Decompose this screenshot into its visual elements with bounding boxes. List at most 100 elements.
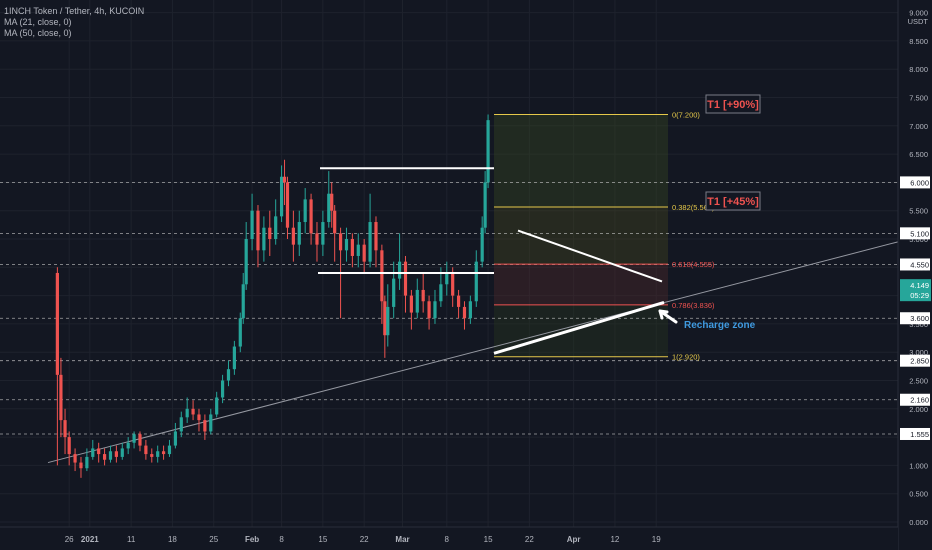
target-45-label: T1 [+45%]: [707, 196, 759, 208]
candle-body: [456, 295, 461, 307]
candle-body: [203, 420, 207, 432]
candle-body: [256, 210, 260, 251]
symbol-title[interactable]: 1INCH Token / Tether, 4h, KUCOIN: [4, 6, 145, 16]
candle-body: [285, 182, 290, 228]
level-tag-label: 5.100: [910, 229, 929, 238]
level-tag-label: 4.550: [910, 260, 929, 269]
candle-body: [232, 346, 236, 370]
fib-label-0: 0(7.200): [672, 110, 700, 119]
candle-body: [282, 176, 287, 183]
candle-body: [368, 222, 372, 262]
candle-body: [79, 462, 83, 469]
level-tag-6.000: [900, 176, 930, 189]
candle-body: [486, 120, 490, 183]
candle-body: [315, 233, 319, 245]
candle-body: [480, 227, 484, 262]
candle-body: [274, 216, 278, 239]
candle-body: [297, 222, 301, 245]
candle-body: [150, 454, 154, 457]
long-trendline: [47, 241, 899, 464]
candle-body: [238, 318, 242, 347]
price-tick-label: 7.500: [909, 94, 928, 103]
candle-body: [138, 434, 142, 446]
current-price-countdown: 05:29: [910, 291, 929, 300]
candle-body: [330, 193, 334, 211]
candle-body: [132, 434, 136, 443]
candle-body: [209, 414, 213, 432]
time-tick-label: 11: [127, 535, 136, 544]
candle-body: [59, 374, 63, 421]
level-tag-2.160: [900, 393, 930, 406]
fib-label-0.382: 0.382(5.565): [672, 203, 715, 212]
fib-zone-red: [494, 264, 668, 305]
candle-body: [268, 227, 272, 239]
candle-body: [433, 301, 437, 319]
candle-body: [161, 451, 166, 455]
candle-body: [451, 272, 455, 296]
price-axis: [898, 0, 932, 550]
price-tick-label: 9.000: [909, 9, 928, 18]
candle-body: [279, 176, 284, 217]
price-tick-label: 3.000: [909, 348, 928, 357]
ma50-indicator[interactable]: MA (50, close, 0): [4, 28, 72, 38]
level-tag-1.555: [900, 427, 930, 440]
candle-body: [350, 239, 354, 256]
time-tick-label: 15: [318, 535, 327, 544]
candle-body: [327, 193, 331, 223]
ma21-indicator[interactable]: MA (21, close, 0): [4, 17, 72, 27]
candle-body: [291, 227, 295, 245]
price-tick-label: 0.500: [909, 490, 928, 499]
target-90-box: [705, 94, 761, 114]
candle-body: [333, 210, 337, 234]
candle-body: [244, 239, 248, 285]
time-tick-label: 12: [610, 535, 619, 544]
price-tick-label: 6.500: [909, 150, 928, 159]
recharge-arrow-icon: [658, 309, 678, 324]
price-unit-label: USDT: [908, 17, 929, 26]
candle-body: [445, 272, 449, 285]
candle-body: [421, 289, 425, 302]
candle-body: [67, 437, 71, 455]
level-tag-label: 3.600: [910, 314, 929, 323]
target-90-label: T1 [+90%]: [707, 99, 759, 111]
candle-body: [344, 239, 349, 251]
candle-body: [392, 278, 396, 307]
candle-body: [380, 250, 384, 302]
time-tick-label: 2021: [81, 535, 99, 544]
time-tick-label: 26: [65, 535, 74, 544]
time-tick-label: 8: [445, 535, 450, 544]
current-price-label: 4.149: [910, 281, 929, 290]
time-tick-label: 8: [279, 535, 284, 544]
candle-body: [226, 369, 231, 381]
price-tick-label: 2.000: [909, 405, 928, 414]
candle-body: [73, 454, 77, 463]
time-tick-label: Feb: [245, 535, 259, 544]
candle-body: [415, 289, 419, 313]
fib-zone-top: [494, 114, 668, 208]
candle-body: [63, 420, 67, 438]
triangle-upper-line: [517, 229, 663, 283]
candle-body: [439, 284, 443, 302]
candle-body: [179, 417, 183, 432]
time-tick-label: 22: [360, 535, 369, 544]
candle-body: [338, 233, 343, 251]
candle-body: [262, 227, 266, 251]
time-axis: [0, 527, 898, 550]
time-tick-label: 15: [484, 535, 493, 544]
candle-body: [108, 451, 113, 460]
level-tag-label: 6.000: [910, 178, 929, 187]
candle-body: [215, 397, 219, 415]
candle-body: [362, 244, 366, 262]
candle-body: [241, 284, 245, 319]
candle-body: [197, 414, 201, 421]
level-tag-3.600: [900, 312, 930, 325]
candle-body: [309, 199, 313, 234]
time-tick-label: Apr: [567, 535, 581, 544]
level-tag-2.850: [900, 354, 930, 367]
time-tick-label: 18: [168, 535, 177, 544]
candle-body: [85, 456, 89, 469]
price-tick-label: 3.500: [909, 320, 928, 329]
time-tick-label: 25: [209, 535, 218, 544]
